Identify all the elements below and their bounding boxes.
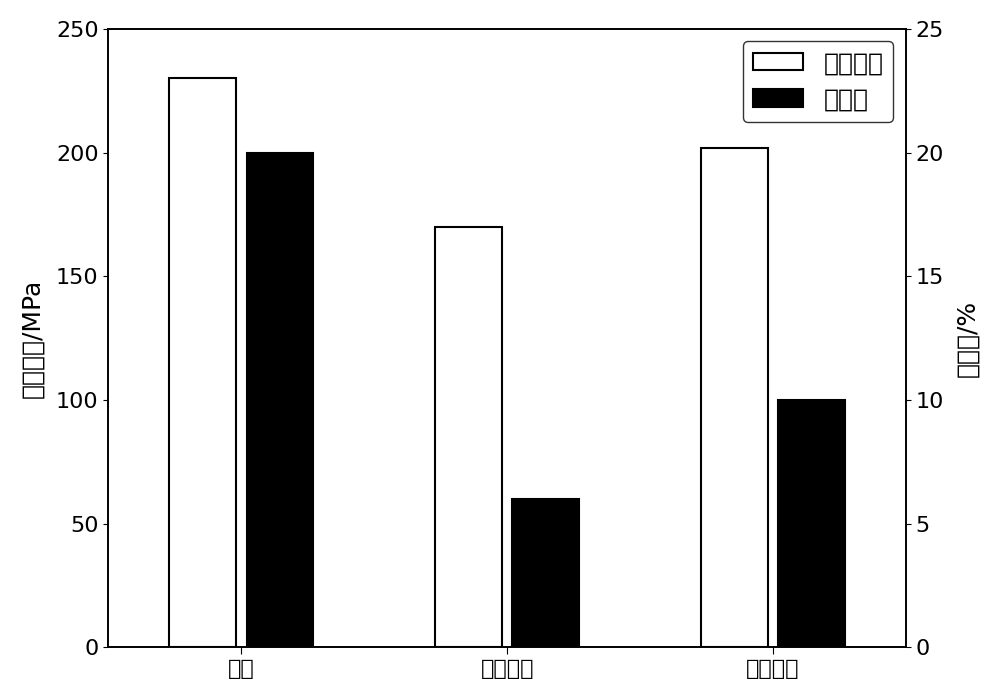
- Bar: [701, 148, 768, 648]
- Y-axis label: 抗拉强度/MPa: 抗拉强度/MPa: [21, 279, 45, 398]
- Bar: [778, 400, 845, 648]
- Bar: [247, 153, 313, 648]
- Y-axis label: 伸长率/%: 伸长率/%: [955, 300, 979, 377]
- Legend: 抗拉强度, 伸长率: 抗拉强度, 伸长率: [743, 41, 893, 122]
- Bar: [169, 78, 236, 648]
- Bar: [435, 227, 502, 648]
- Bar: [512, 499, 579, 648]
